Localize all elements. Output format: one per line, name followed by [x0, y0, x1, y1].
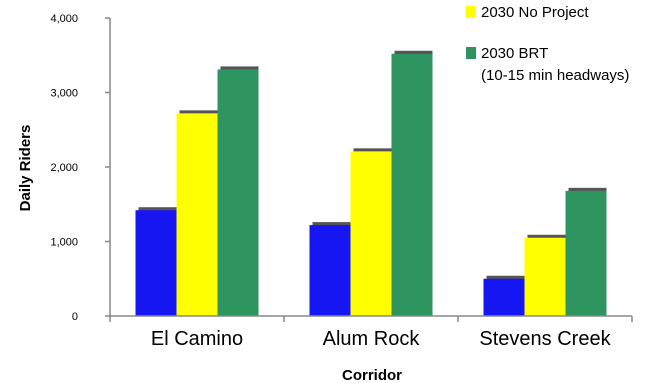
bars-layer — [135, 50, 607, 316]
bar — [217, 69, 259, 316]
bar — [391, 53, 433, 316]
legend-label: 2030 No Project — [481, 4, 589, 21]
bar — [524, 237, 566, 316]
y-tick-label: 2,000 — [50, 162, 78, 174]
x-tick-label: Stevens Creek — [479, 328, 611, 350]
legend-note: (10-15 min headways) — [481, 67, 629, 84]
bar — [565, 190, 607, 316]
y-tick-label: 1,000 — [50, 237, 78, 249]
legend-swatch — [466, 6, 476, 18]
y-axis-title: Daily Riders — [17, 125, 34, 212]
y-tick-label: 4,000 — [50, 13, 78, 25]
x-axis-title: Corridor — [342, 367, 402, 383]
bar-shadow — [138, 207, 177, 212]
bar-shadow — [312, 222, 351, 227]
y-tick-label: 3,000 — [50, 88, 78, 100]
legend-label: 2030 BRT — [481, 45, 548, 62]
x-tick-label: El Camino — [151, 328, 243, 350]
legend-swatch — [466, 47, 476, 59]
bar — [350, 151, 392, 316]
bar-shadow — [527, 234, 566, 239]
bar-shadow — [220, 66, 259, 71]
bar — [309, 225, 351, 316]
bar — [176, 113, 218, 316]
bar-shadow — [486, 275, 525, 280]
legend: 2030 No Project 2030 BRT (10-15 min headwa… — [466, 4, 629, 84]
bar-shadow — [179, 110, 218, 115]
x-tick-label: Alum Rock — [323, 328, 421, 350]
bar-shadow — [394, 50, 433, 55]
bar-shadow — [353, 148, 392, 153]
bar-shadow — [568, 187, 607, 192]
bar — [483, 278, 525, 316]
y-tick-label: 0 — [72, 311, 78, 323]
x-ticks-layer: El Camino Alum Rock Stevens Creek — [109, 316, 633, 350]
bar — [135, 210, 177, 316]
y-ticks-layer: 0 1,000 2,000 3,000 4,000 — [50, 13, 110, 323]
